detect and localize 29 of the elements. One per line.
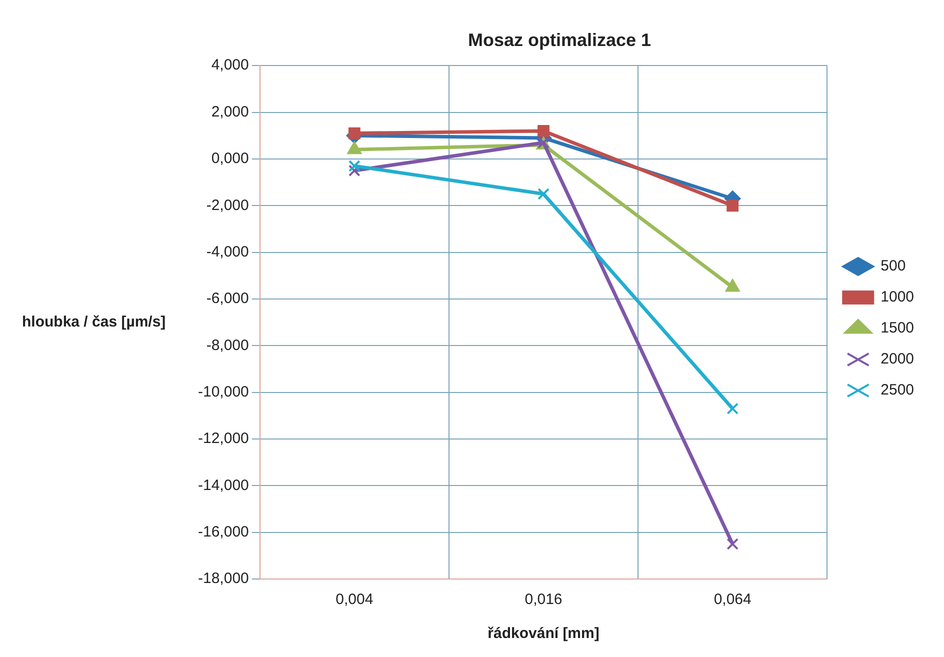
point — [726, 538, 739, 550]
y-tick-label: -12,000 — [198, 430, 249, 448]
x-tick-label: 0,064 — [714, 591, 752, 608]
y-axis-title: hloubka / čas [µm/s] — [22, 313, 166, 330]
point — [538, 188, 550, 200]
legend-label: 500 — [880, 258, 906, 275]
x-axis-title: řádkování [mm] — [488, 625, 600, 642]
point — [348, 160, 360, 172]
y-tick-label: -10,000 — [198, 383, 249, 400]
point — [538, 124, 550, 137]
point — [726, 200, 739, 212]
y-tick-label: 0,000 — [211, 150, 249, 168]
point — [726, 402, 739, 415]
y-tick-label: -8,000 — [206, 336, 249, 354]
legend-label: 2000 — [880, 350, 914, 368]
y-tick-label: -6,000 — [206, 290, 249, 308]
y-tick-label: -2,000 — [206, 196, 249, 214]
y-tick-label: -4,000 — [206, 243, 249, 260]
y-tick-label: -16,000 — [198, 523, 249, 540]
x-tick-label: 0,016 — [524, 591, 562, 608]
legend-label: 2500 — [880, 382, 914, 399]
legend-label: 1000 — [880, 288, 914, 306]
legend-label: 1500 — [880, 320, 914, 337]
y-tick-label: 2,000 — [211, 103, 249, 120]
chart-title: Mosaz optimalizace 1 — [468, 30, 652, 50]
y-tick-label: -18,000 — [198, 570, 249, 588]
y-tick-label: -14,000 — [198, 476, 249, 494]
y-tick-label: 4,000 — [211, 56, 249, 74]
x-tick-label: 0,004 — [336, 591, 374, 608]
